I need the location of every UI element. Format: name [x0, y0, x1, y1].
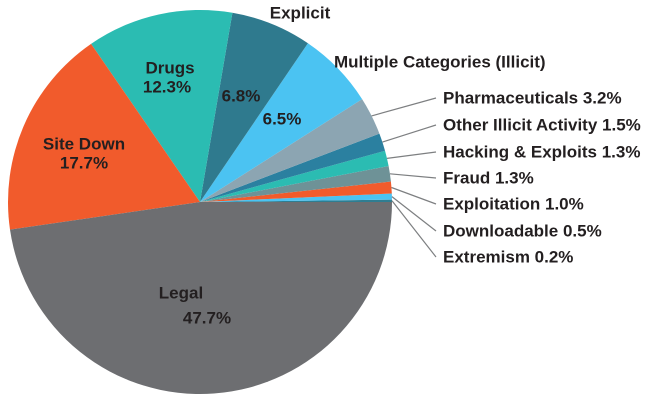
slice-label-downloadable: Downloadable 0.5%	[443, 222, 602, 241]
leader-line-hacking-exploits	[386, 151, 437, 159]
slice-label-explicit-1: 6.8%	[222, 87, 261, 106]
pie-slice-downloadable	[200, 193, 392, 202]
slice-label-explicit: Explicit	[270, 4, 331, 23]
pie-slice-drugs	[91, 10, 233, 202]
slice-label-fraud: Fraud 1.3%	[443, 169, 534, 188]
labels: Extremism 0.2% Downloadable 0.5% Exploitat…	[43, 4, 641, 328]
pie-slice-hacking-exploits	[200, 150, 389, 202]
leader-line-downloadable	[391, 196, 437, 232]
slice-label-site-down: Site Down	[43, 135, 125, 154]
leader-line-other-illicit-activity	[382, 124, 437, 143]
leader-lines	[371, 97, 437, 258]
pie-slice-fraud	[200, 166, 391, 202]
slice-label-extremism: Extremism 0.2%	[443, 248, 573, 267]
slice-label-site-down-1: 17.7%	[60, 154, 108, 173]
pie-slice-legal	[10, 202, 392, 395]
pie-slices	[7, 10, 392, 395]
slice-label-hacking-exploits: Hacking & Exploits 1.3%	[443, 143, 640, 162]
slice-label-drugs-1: 12.3%	[143, 78, 191, 97]
leader-line-exploitation	[391, 186, 437, 205]
pie-slice-multiple-categories-illicit	[200, 43, 363, 203]
leader-line-pharmaceuticals	[371, 97, 437, 117]
slice-label-legal-1: 47.7%	[183, 309, 231, 328]
slice-label-multiple-categories-illicit-1: 6.5%	[263, 110, 302, 129]
slice-label-other-illicit-activity: Other Illicit Activity 1.5%	[443, 116, 641, 135]
pie-slice-pharmaceuticals	[200, 99, 380, 202]
slice-label-pharmaceuticals: Pharmaceuticals 3.2%	[443, 89, 622, 108]
slice-label-drugs: Drugs	[145, 59, 194, 78]
pie-slice-explicit	[200, 12, 308, 203]
leader-line-extremism	[391, 200, 437, 258]
slice-label-legal: Legal	[159, 284, 203, 303]
pie-slice-site-down	[7, 43, 200, 230]
pie-slice-extremism	[200, 199, 392, 202]
pie-slice-other-illicit-activity	[200, 133, 386, 202]
slice-label-exploitation: Exploitation 1.0%	[443, 195, 584, 214]
pie-slice-exploitation	[200, 181, 392, 202]
slice-label-multiple-categories-illicit: Multiple Categories (Illicit)	[334, 53, 546, 72]
leader-line-fraud	[389, 173, 437, 179]
